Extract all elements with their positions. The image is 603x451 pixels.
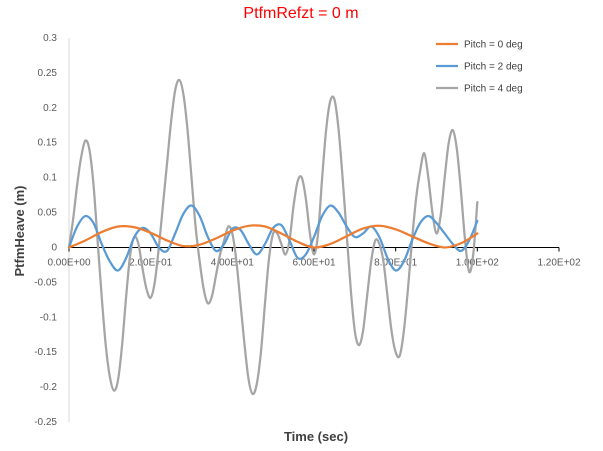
y-tick-label: 0.1 (43, 173, 57, 184)
series-line-pitch-2-deg (67, 204, 479, 272)
x-tick-label: 4.00E+01 (211, 257, 255, 268)
y-tick-label: -0.1 (40, 312, 58, 323)
y-tick-label: 0.05 (38, 208, 58, 219)
series-line-pitch-4-deg (67, 78, 479, 396)
legend-label: Pitch = 2 deg (464, 62, 523, 73)
y-tick-label: 0.2 (43, 103, 57, 114)
y-axis-title: PtfmHeave (m) (12, 185, 27, 276)
legend-label: Pitch = 0 deg (464, 40, 523, 51)
y-tick-label: -0.25 (34, 417, 57, 428)
y-tick-label: -0.2 (40, 382, 58, 393)
y-tick-label: 0.3 (43, 33, 57, 44)
x-tick-label: 1.20E+02 (537, 257, 581, 268)
x-tick-label: 1.00E+02 (456, 257, 500, 268)
x-tick-labels: 0.00E+00 2.00E+01 4.00E+01 6.00E+01 8.00E+01… (47, 247, 581, 268)
x-tick-label: 2.00E+01 (129, 257, 173, 268)
y-tick-label: -0.05 (34, 277, 57, 288)
x-tick-label: 6.00E+01 (292, 257, 336, 268)
legend-label: Pitch = 4 deg (464, 84, 523, 95)
x-axis-title: Time (sec) (284, 429, 348, 444)
y-tick-label: 0.25 (38, 68, 58, 79)
legend: Pitch = 0 deg Pitch = 2 deg Pitch = 4 deg (436, 40, 523, 95)
x-tick-label: 8.00E+01 (374, 257, 418, 268)
y-tick-label: -0.15 (34, 347, 57, 358)
y-tick-labels: -0.25 -0.2 -0.15 -0.1 -0.05 0 0.05 0.1 0.15 0.2 0.… (34, 33, 57, 428)
series-lines (67, 78, 479, 396)
x-tick-label: 0.00E+00 (47, 257, 91, 268)
chart-title: PtfmRefzt = 0 m (243, 5, 358, 22)
y-tick-label: 0 (51, 242, 57, 253)
series-line-pitch-0-deg (67, 224, 479, 249)
y-tick-label: 0.15 (38, 138, 58, 149)
